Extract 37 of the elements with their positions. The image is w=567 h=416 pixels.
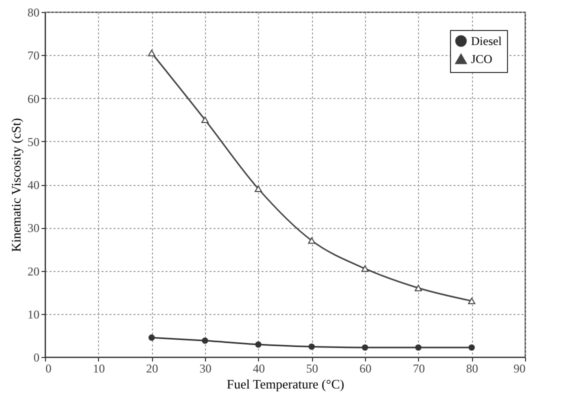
- point: [202, 337, 208, 344]
- x-tick-label: 90: [514, 362, 526, 376]
- point: [148, 334, 155, 341]
- y-tick-label: 10: [28, 307, 40, 322]
- point: [361, 265, 369, 272]
- point: [362, 344, 368, 351]
- y-tick-label: 60: [28, 92, 40, 106]
- x-tick-label: 70: [412, 362, 425, 376]
- x-tick-label: 60: [360, 362, 372, 376]
- x-tick-label: 20: [146, 362, 158, 376]
- y-axis-title: Kinematic Viscosity (cSt): [8, 118, 24, 252]
- x-tick-label: 80: [466, 362, 478, 376]
- y-tick-label: 0: [34, 350, 40, 364]
- legend-label: Diesel: [471, 34, 502, 48]
- y-tick-label: 70: [28, 48, 40, 63]
- y-tick-label: 40: [28, 178, 40, 192]
- point: [254, 186, 262, 192]
- x-axis-title: Fuel Temperature (°C): [226, 376, 344, 392]
- point: [308, 343, 315, 350]
- x-tick-label: 10: [92, 362, 105, 376]
- x-tick-label: 40: [252, 362, 265, 376]
- point: [148, 50, 156, 56]
- point: [415, 344, 422, 351]
- y-tick-label: 30: [28, 221, 40, 236]
- point: [414, 284, 422, 292]
- x-tick-label: 0: [46, 362, 52, 376]
- point: [201, 116, 209, 124]
- point: [468, 344, 475, 351]
- x-tick-label: 30: [200, 362, 212, 376]
- point: [468, 298, 476, 304]
- point: [308, 237, 316, 244]
- y-tick-label: 20: [28, 264, 40, 278]
- x-tick-label: 50: [306, 362, 318, 376]
- legend-label: JCO: [471, 52, 493, 66]
- point: [255, 341, 262, 348]
- y-tick-label: 50: [28, 134, 40, 149]
- y-tick-label: 80: [28, 6, 40, 20]
